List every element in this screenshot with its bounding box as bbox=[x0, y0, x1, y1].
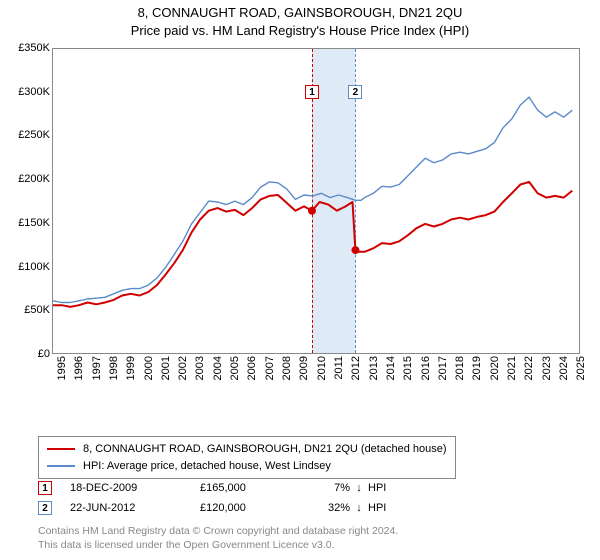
sale-price: £165,000 bbox=[200, 482, 300, 494]
y-tick-label: £350K bbox=[0, 42, 50, 54]
series-hpi bbox=[53, 97, 572, 302]
footer-line: Contains HM Land Registry data © Crown c… bbox=[38, 524, 398, 538]
y-tick-label: £250K bbox=[0, 129, 50, 141]
y-tick-label: £300K bbox=[0, 86, 50, 98]
legend-swatch bbox=[47, 448, 75, 450]
sale-pct: 7% bbox=[300, 482, 350, 494]
legend-label: 8, CONNAUGHT ROAD, GAINSBOROUGH, DN21 2Q… bbox=[83, 441, 447, 458]
sale-marker-box: 1 bbox=[38, 481, 52, 495]
y-tick-label: £200K bbox=[0, 173, 50, 185]
y-tick-label: £150K bbox=[0, 217, 50, 229]
sales-row: 2 22-JUN-2012 £120,000 32% ↓ HPI bbox=[38, 498, 386, 518]
legend-label: HPI: Average price, detached house, West… bbox=[83, 458, 331, 475]
sale-compare: HPI bbox=[368, 482, 386, 494]
sale-marker-box: 2 bbox=[38, 501, 52, 515]
footer: Contains HM Land Registry data © Crown c… bbox=[38, 524, 398, 552]
legend-row: 8, CONNAUGHT ROAD, GAINSBOROUGH, DN21 2Q… bbox=[47, 441, 447, 458]
y-tick-label: £0 bbox=[0, 348, 50, 360]
sale-price: £120,000 bbox=[200, 502, 300, 514]
down-arrow-icon: ↓ bbox=[350, 502, 368, 514]
footer-line: This data is licensed under the Open Gov… bbox=[38, 538, 398, 552]
title-block: 8, CONNAUGHT ROAD, GAINSBOROUGH, DN21 2Q… bbox=[0, 0, 600, 40]
sales-table: 1 18-DEC-2009 £165,000 7% ↓ HPI 2 22-JUN… bbox=[38, 478, 386, 518]
sale-compare: HPI bbox=[368, 502, 386, 514]
title-address: 8, CONNAUGHT ROAD, GAINSBOROUGH, DN21 2Q… bbox=[0, 4, 600, 22]
sale-point-marker bbox=[308, 207, 316, 215]
legend-swatch bbox=[47, 465, 75, 467]
sale-point-marker bbox=[351, 246, 359, 254]
plot-area: 12 bbox=[52, 48, 580, 354]
chart: 12 £0£50K£100K£150K£200K£250K£300K£350K1… bbox=[10, 44, 590, 392]
sale-marker-box: 1 bbox=[305, 85, 319, 99]
sale-date: 18-DEC-2009 bbox=[70, 482, 200, 494]
y-tick-label: £100K bbox=[0, 261, 50, 273]
sale-marker-box: 2 bbox=[348, 85, 362, 99]
sale-date: 22-JUN-2012 bbox=[70, 502, 200, 514]
y-tick-label: £50K bbox=[0, 304, 50, 316]
sale-pct: 32% bbox=[300, 502, 350, 514]
legend-row: HPI: Average price, detached house, West… bbox=[47, 458, 447, 475]
title-subtitle: Price paid vs. HM Land Registry's House … bbox=[0, 22, 600, 40]
sales-row: 1 18-DEC-2009 £165,000 7% ↓ HPI bbox=[38, 478, 386, 498]
down-arrow-icon: ↓ bbox=[350, 482, 368, 494]
legend: 8, CONNAUGHT ROAD, GAINSBOROUGH, DN21 2Q… bbox=[38, 436, 456, 479]
